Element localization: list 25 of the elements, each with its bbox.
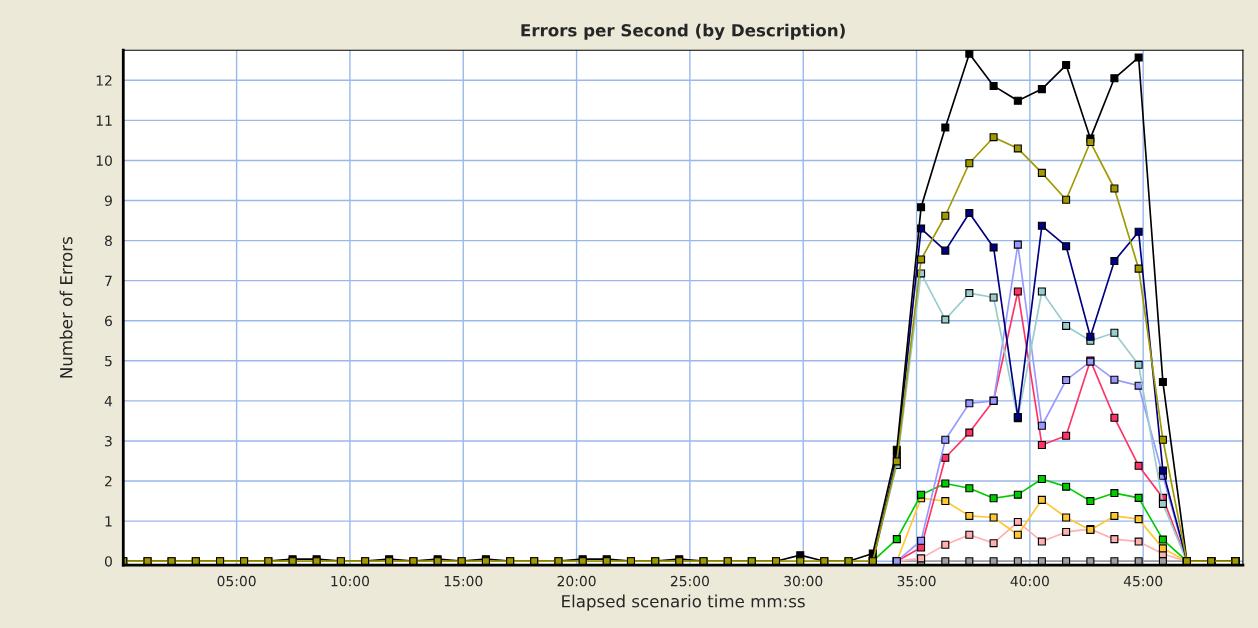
y-tick-label: 1 [105,516,112,527]
y-tick-label: 5 [105,355,112,367]
y-tick-label: 9 [104,195,112,206]
x-tick-label: 05:00 [217,575,256,587]
x-tick-label: 10:00 [331,575,370,587]
x-tick-label: 35:00 [897,575,936,587]
y-tick-label: 0 [104,556,112,567]
y-tick-label: 7 [105,275,112,286]
y-tick-label: 8 [104,235,112,247]
y-tick-label: 12 [96,75,112,86]
x-tick-label: 15:00 [444,575,483,587]
x-tick-label: 45:00 [1123,575,1163,587]
chart-title: Errors per Second (by Description) [521,23,845,40]
y-axis-title: Number of Errors [59,237,73,378]
x-axis-title: Elapsed scenario time mm:ss [562,594,805,611]
x-tick-label: 25:00 [670,575,709,587]
y-tick-label: 2 [105,476,112,487]
x-tick-label: 30:00 [784,575,823,587]
y-tick-label: 6 [105,315,112,327]
y-tick-label: 3 [105,435,112,447]
x-tick-label: 40:00 [1010,575,1049,587]
y-tick-label: 4 [104,396,113,407]
x-tick-label: 20:00 [557,575,596,587]
y-tick-label: 11 [96,115,112,126]
y-tick-label: 10 [96,155,112,166]
